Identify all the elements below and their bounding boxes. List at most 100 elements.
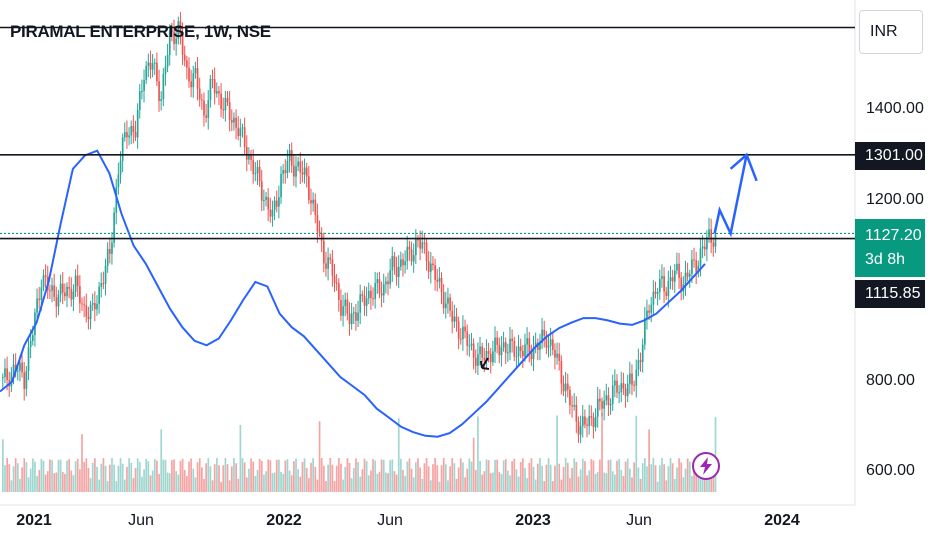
candle xyxy=(537,338,539,361)
candle xyxy=(113,207,115,248)
volume-bar xyxy=(337,458,340,492)
volume-bar xyxy=(168,473,171,492)
candle xyxy=(370,285,372,310)
candle xyxy=(288,143,291,173)
volume-bar xyxy=(472,437,475,492)
candle xyxy=(263,189,265,211)
volume-bar xyxy=(444,464,447,492)
volume-bar xyxy=(504,459,507,492)
horizontal-levels[interactable] xyxy=(0,26,855,240)
volume-bar xyxy=(556,415,558,492)
volume-bar xyxy=(412,477,415,492)
volume-bar xyxy=(42,460,45,492)
candle xyxy=(275,190,278,213)
candle xyxy=(91,293,94,311)
candle xyxy=(487,342,490,363)
volume-bar xyxy=(207,458,210,492)
volume-bar xyxy=(498,471,501,492)
volume-bars xyxy=(2,413,717,492)
candle xyxy=(541,317,543,349)
candle xyxy=(141,79,143,100)
volume-bar xyxy=(637,467,640,492)
currency-button[interactable]: INR xyxy=(859,10,923,54)
volume-bar xyxy=(361,469,364,492)
volume-bar xyxy=(126,466,128,492)
alert-button[interactable] xyxy=(692,452,720,480)
volume-bar xyxy=(89,478,92,492)
candle xyxy=(545,331,548,355)
volume-bar xyxy=(68,459,71,492)
volume-bar xyxy=(622,475,625,492)
candle xyxy=(96,295,98,316)
candle xyxy=(51,277,53,303)
candle xyxy=(64,283,66,301)
volume-bar xyxy=(680,462,683,492)
candle xyxy=(310,188,312,215)
volume-bar xyxy=(430,480,432,492)
candle xyxy=(192,65,195,98)
volume-bar xyxy=(543,481,546,492)
candle xyxy=(599,389,601,411)
volume-bar xyxy=(710,472,713,492)
candle xyxy=(102,271,105,290)
candle xyxy=(427,250,430,280)
volume-bar xyxy=(216,458,218,492)
candle xyxy=(496,330,499,354)
volume-bar xyxy=(320,458,323,492)
candle xyxy=(378,271,381,299)
volume-bar xyxy=(693,469,695,492)
candle xyxy=(498,337,501,364)
volume-bar xyxy=(275,459,278,492)
candle xyxy=(425,238,428,271)
candle xyxy=(342,294,344,327)
volume-bar xyxy=(136,458,139,492)
volume-bar xyxy=(12,466,15,492)
volume-bar xyxy=(66,460,68,492)
candle xyxy=(87,306,90,330)
candle xyxy=(117,162,120,195)
volume-bar xyxy=(588,470,591,492)
candle xyxy=(618,384,621,404)
candle xyxy=(389,258,392,289)
candle xyxy=(706,230,708,262)
volume-bar xyxy=(691,476,693,492)
candles xyxy=(2,12,717,444)
volume-bar xyxy=(629,468,631,492)
volume-bar xyxy=(201,467,203,492)
volume-bar xyxy=(487,460,490,492)
candle xyxy=(577,416,580,443)
candle xyxy=(297,156,300,172)
candle xyxy=(104,258,107,296)
candle xyxy=(216,82,218,98)
volume-bar xyxy=(171,460,173,492)
candle xyxy=(451,301,454,334)
candle xyxy=(492,340,494,366)
volume-bar xyxy=(524,468,526,492)
volume-bar xyxy=(537,463,539,492)
x-tick-jun-2022: Jun xyxy=(377,512,403,529)
candle xyxy=(348,302,351,336)
cursor-arrow-icon xyxy=(480,357,490,370)
volume-bar xyxy=(173,459,175,492)
volume-bar xyxy=(539,458,541,492)
candle xyxy=(220,83,222,118)
y-tick-800: 800.00 xyxy=(866,372,915,389)
candle xyxy=(584,409,586,429)
candle xyxy=(194,61,197,79)
projection-arrow[interactable] xyxy=(713,152,758,238)
volume-bar xyxy=(389,460,392,492)
candle xyxy=(603,390,606,421)
volume-bar xyxy=(252,461,255,492)
candle xyxy=(385,276,387,294)
projection-path[interactable] xyxy=(713,154,748,238)
candle xyxy=(526,327,528,356)
candle xyxy=(457,316,460,350)
candle xyxy=(710,218,713,254)
volume-bar xyxy=(618,458,621,492)
candle xyxy=(327,247,329,281)
volume-bar xyxy=(248,468,250,492)
candle xyxy=(286,149,289,179)
candle xyxy=(663,267,665,303)
volume-bar xyxy=(415,462,417,492)
